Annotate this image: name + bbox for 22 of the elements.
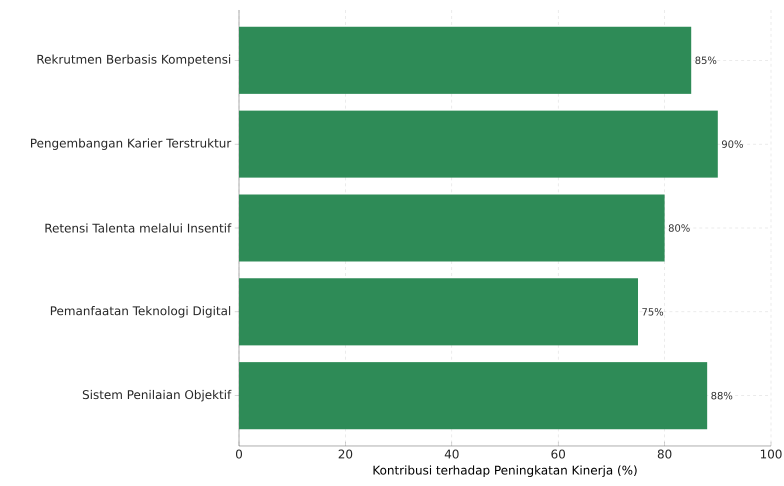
bar <box>239 278 638 346</box>
y-tick-label: Pengembangan Karier Terstruktur <box>31 138 232 150</box>
y-tick-label: Retensi Talenta melalui Insentif <box>45 223 232 233</box>
x-tick-label: 0 <box>236 450 242 459</box>
bar <box>239 194 665 262</box>
data-label: 90% <box>722 140 743 148</box>
data-label: 85% <box>695 56 716 64</box>
x-tick-label: 80 <box>658 450 672 459</box>
data-label: 75% <box>642 308 664 316</box>
bar <box>239 362 708 430</box>
x-tick-label: 20 <box>338 450 352 459</box>
y-tick-label: Rekrutmen Berbasis Kompetensi <box>38 54 230 66</box>
y-tick-label: Sistem Penilaian Objektif <box>82 390 232 402</box>
x-tick-label: 40 <box>444 450 459 459</box>
x-axis-title: Kontribusi terhadap Peningkatan Kinerja (%) <box>374 465 637 477</box>
x-tick-label: 60 <box>551 450 566 459</box>
x-tick-label: 100 <box>760 450 782 459</box>
y-tick-label: Pemanfaatan Teknologi Digital <box>50 306 230 318</box>
bar <box>239 26 692 94</box>
data-label: 88% <box>711 392 732 400</box>
data-label: 80% <box>668 224 690 232</box>
bar <box>239 110 718 178</box>
